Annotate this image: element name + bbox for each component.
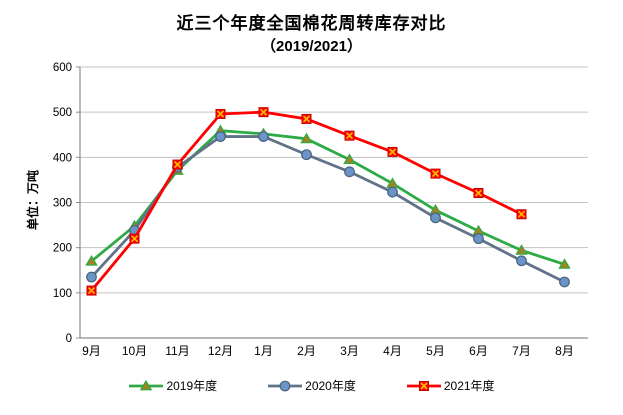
legend-label: 2019年度 xyxy=(166,379,218,393)
triangle-marker-icon xyxy=(515,244,528,255)
legend-item-0: 2019年度 xyxy=(128,377,217,394)
circle-marker-icon xyxy=(86,271,97,283)
x-tick-label: 12月 xyxy=(208,344,233,358)
x-glyph xyxy=(474,189,483,197)
x-tick-label: 1月 xyxy=(254,344,273,358)
x-tick-label: 11月 xyxy=(165,344,189,358)
series-line-1 xyxy=(90,135,566,284)
legend-label: 2021年度 xyxy=(443,379,495,393)
y-tick-label: 100 xyxy=(53,288,72,300)
x-tick-label: 9月 xyxy=(82,344,101,358)
legend-label: 2020年度 xyxy=(305,379,356,393)
x-glyph xyxy=(87,287,96,295)
circle-marker-icon xyxy=(215,131,226,142)
chart-subtitle: （2019/2021） xyxy=(261,38,362,55)
triangle-marker-icon xyxy=(558,258,571,269)
y-tick-label: 400 xyxy=(53,152,72,164)
x-tick-label: 3月 xyxy=(340,344,359,358)
series-line-0 xyxy=(90,129,565,266)
y-tick-label: 0 xyxy=(66,333,72,345)
circle-marker-icon xyxy=(344,166,355,178)
x-glyph xyxy=(259,108,268,116)
x-tick-label: 4月 xyxy=(383,344,402,358)
triangle-legend-sample-icon xyxy=(129,379,164,390)
circle-marker-icon xyxy=(473,233,484,245)
circle-legend-sample-icon xyxy=(268,380,303,391)
circle-marker-icon xyxy=(516,255,527,267)
chart-title: 近三个年度全国棉花周转库存对比 xyxy=(176,14,447,33)
chart-legend: 2019年度 2020年度 2021年度 xyxy=(0,377,623,394)
triangle-marker-icon xyxy=(300,132,313,144)
circle-marker-icon xyxy=(258,131,269,142)
x-tick-label: 10月 xyxy=(122,344,147,358)
x-glyph xyxy=(302,115,311,123)
circle-marker-icon xyxy=(301,149,312,161)
y-tick-label: 500 xyxy=(53,107,72,119)
x-glyph xyxy=(216,110,225,118)
legend-item-1: 2020年度 xyxy=(267,377,356,394)
x-tick-label: 6月 xyxy=(469,344,488,358)
x-tick-label: 5月 xyxy=(426,344,445,358)
circle-marker-icon xyxy=(279,380,291,391)
circle-marker-icon xyxy=(387,186,398,198)
y-tick-label: 600 xyxy=(53,62,72,74)
x-tick-label: 8月 xyxy=(555,344,574,358)
x-glyph xyxy=(431,170,440,178)
y-tick-label: 200 xyxy=(53,243,72,255)
x-tick-label: 2月 xyxy=(297,344,316,358)
x-square-legend-sample-icon xyxy=(406,380,441,391)
legend-item-2: 2021年度 xyxy=(406,377,495,394)
circle-marker-icon xyxy=(559,276,570,288)
triangle-marker-icon xyxy=(343,153,356,164)
x-tick-label: 7月 xyxy=(512,344,531,358)
x-glyph xyxy=(388,148,397,156)
x-glyph xyxy=(345,132,354,140)
y-tick-label: 300 xyxy=(53,198,72,210)
x-glyph xyxy=(130,235,139,243)
x-glyph xyxy=(517,210,526,218)
circle-marker-icon xyxy=(430,212,441,224)
x-glyph xyxy=(420,381,428,390)
triangle-marker-icon xyxy=(140,379,153,390)
x-glyph xyxy=(173,160,182,169)
triangle-marker-icon xyxy=(85,255,98,266)
